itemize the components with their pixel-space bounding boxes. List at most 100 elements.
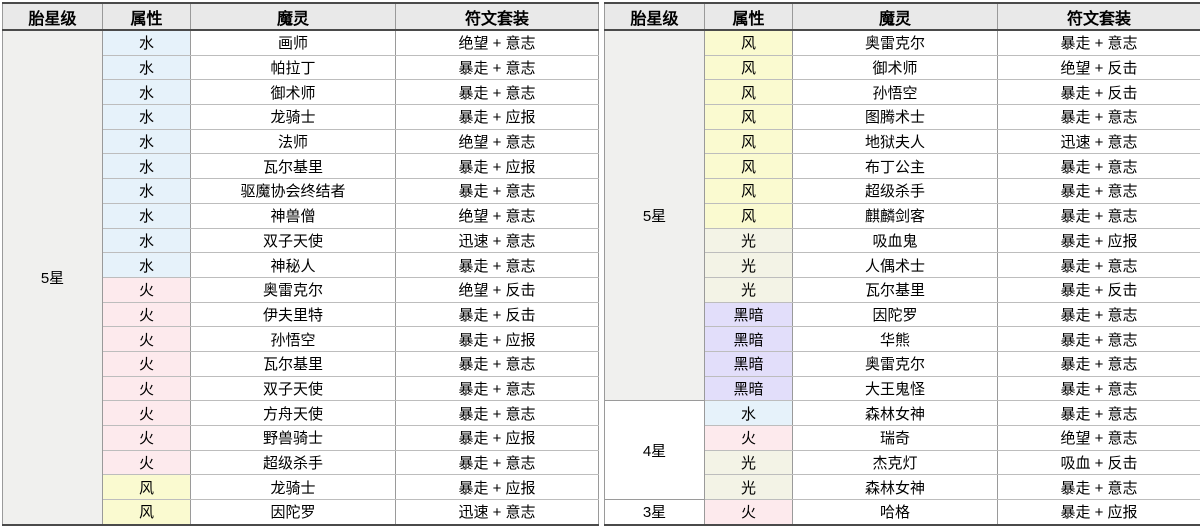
attribute-cell: 风 — [704, 79, 793, 106]
table-row: 风地狱夫人 迅速 + 意志 — [605, 128, 1200, 155]
attribute-cell: 水 — [704, 400, 793, 426]
runes-cell: 暴走 + 反击 — [997, 276, 1200, 303]
runes-cell: 暴走 + 应报 — [395, 153, 599, 180]
table-row: 黑暗 大王鬼怪 暴走 + 意志 — [605, 375, 1200, 402]
runes-cell: 迅速 + 意志 — [395, 499, 599, 526]
monster-cell: 孙悟空 — [190, 326, 396, 352]
monster-cell: 大王鬼怪 — [792, 375, 998, 402]
monster-cell: 御术师 — [190, 79, 396, 106]
monster-cell: 奥雷克尔 — [792, 350, 998, 377]
table-row: 水瓦尔基里 暴走 + 应报 — [3, 153, 599, 180]
table-row: 黑暗 华熊 暴走 + 意志 — [605, 326, 1200, 352]
runes-cell: 暴走 + 意志 — [395, 54, 599, 81]
table-header-left: 胎星级 属性 魔灵 符文套装 — [2, 3, 599, 31]
attribute-cell: 水 — [102, 79, 191, 106]
column-header-runes: 符文套装 — [997, 3, 1200, 31]
monster-cell: 瓦尔基里 — [190, 153, 396, 180]
monster-cell: 帕拉丁 — [190, 54, 396, 81]
attribute-cell: 光 — [704, 252, 793, 278]
runes-cell: 暴走 + 意志 — [395, 350, 599, 377]
monster-cell: 神秘人 — [190, 252, 396, 278]
header-row: 胎星级 属性 魔灵 符文套装 — [2, 3, 599, 31]
column-header-attribute: 属性 — [704, 3, 793, 31]
table-header-right: 胎星级 属性 魔灵 符文套装 — [604, 3, 1200, 31]
attribute-cell: 风 — [704, 202, 793, 229]
attribute-cell: 水 — [102, 202, 191, 229]
runes-cell: 暴走 + 应报 — [997, 227, 1200, 254]
attribute-cell: 火 — [102, 375, 191, 402]
attribute-cell: 风 — [704, 178, 793, 204]
column-header-star: 胎星级 — [604, 3, 705, 31]
runes-cell: 暴走 + 意志 — [997, 104, 1200, 130]
attribute-cell: 火 — [102, 400, 191, 426]
table-row: 风布丁公主 暴走 + 意志 — [605, 153, 1200, 180]
runes-cell: 暴走 + 意志 — [997, 29, 1200, 56]
monster-cell: 画师 — [190, 29, 396, 56]
table-row: 水神秘人 暴走 + 意志 — [3, 252, 599, 278]
star-level-cell: 5星 — [2, 29, 103, 526]
table-row: 水神兽僧 绝望 + 意志 — [3, 202, 599, 229]
runes-cell: 暴走 + 意志 — [395, 178, 599, 204]
runes-cell: 绝望 + 意志 — [395, 202, 599, 229]
monster-cell: 森林女神 — [792, 474, 998, 501]
monster-cell: 因陀罗 — [190, 499, 396, 526]
table-row: 水双子天使 迅速 + 意志 — [3, 227, 599, 254]
column-header-monster: 魔灵 — [792, 3, 998, 31]
runes-cell: 暴走 + 意志 — [395, 79, 599, 106]
rune-table-left: 胎星级 属性 魔灵 符文套装 5星水画师 绝望 + 意志水帕拉丁 暴走 + 意志水御… — [2, 2, 599, 526]
table-row: 火奥雷克尔 绝望 + 反击 — [3, 276, 599, 303]
runes-cell: 迅速 + 意志 — [395, 227, 599, 254]
runes-cell: 暴走 + 意志 — [395, 252, 599, 278]
rune-table-right: 胎星级 属性 魔灵 符文套装 5星风奥雷克尔 暴走 + 意志风御术师 绝望 + 反击… — [604, 2, 1200, 526]
header-row: 胎星级 属性 魔灵 符文套装 — [604, 3, 1200, 31]
monster-cell: 森林女神 — [792, 400, 998, 426]
monster-cell: 法师 — [190, 128, 396, 155]
table-row: 5星风奥雷克尔 暴走 + 意志 — [604, 29, 1200, 402]
table-row: 水龙骑士 暴走 + 应报 — [3, 104, 599, 130]
monster-cell: 瓦尔基里 — [190, 350, 396, 377]
monster-cell: 因陀罗 — [792, 301, 998, 328]
attribute-cell: 风 — [704, 54, 793, 81]
table-row: 光瓦尔基里 暴走 + 反击 — [605, 276, 1200, 303]
runes-cell: 暴走 + 意志 — [997, 301, 1200, 328]
monster-cell: 超级杀手 — [792, 178, 998, 204]
monster-cell: 孙悟空 — [792, 79, 998, 106]
runes-cell: 暴走 + 应报 — [395, 474, 599, 501]
monster-cell: 麒麟剑客 — [792, 202, 998, 229]
monster-cell: 双子天使 — [190, 227, 396, 254]
attribute-cell: 光 — [704, 474, 793, 501]
monster-cell: 华熊 — [792, 326, 998, 352]
table-row: 火伊夫里特 暴走 + 反击 — [3, 301, 599, 328]
star-level-cell: 3星 — [604, 499, 705, 526]
runes-cell: 暴走 + 反击 — [997, 79, 1200, 106]
table-row: 风孙悟空 暴走 + 反击 — [605, 79, 1200, 106]
attribute-cell: 黑暗 — [704, 301, 793, 328]
attribute-cell: 火 — [704, 425, 793, 451]
attribute-cell: 水 — [102, 29, 191, 56]
table-row: 黑暗 因陀罗 暴走 + 意志 — [605, 301, 1200, 328]
attribute-cell: 黑暗 — [704, 375, 793, 402]
attribute-cell: 水 — [102, 54, 191, 81]
runes-cell: 暴走 + 意志 — [997, 400, 1200, 426]
runes-cell: 绝望 + 意志 — [997, 425, 1200, 451]
attribute-cell: 光 — [704, 449, 793, 476]
star-level-cell: 4星 — [604, 400, 705, 501]
table-row: 风图腾术士 暴走 + 意志 — [605, 104, 1200, 130]
attribute-cell: 水 — [102, 178, 191, 204]
attribute-cell: 火 — [102, 449, 191, 476]
table-row: 水御术师 暴走 + 意志 — [3, 79, 599, 106]
table-row: 光人偶术士 暴走 + 意志 — [605, 252, 1200, 278]
table-row: 光吸血鬼 暴走 + 应报 — [605, 227, 1200, 254]
table-row: 风超级杀手 暴走 + 意志 — [605, 178, 1200, 204]
attribute-cell: 风 — [102, 474, 191, 501]
runes-cell: 暴走 + 应报 — [395, 425, 599, 451]
runes-cell: 暴走 + 意志 — [395, 449, 599, 476]
runes-cell: 暴走 + 意志 — [997, 178, 1200, 204]
monster-cell: 图腾术士 — [792, 104, 998, 130]
runes-cell: 绝望 + 反击 — [395, 276, 599, 303]
table-row: 水帕拉丁 暴走 + 意志 — [3, 54, 599, 81]
attribute-cell: 火 — [704, 499, 793, 526]
monster-cell: 方舟天使 — [190, 400, 396, 426]
table-row: 火野兽骑士 暴走 + 应报 — [3, 425, 599, 451]
runes-cell: 暴走 + 反击 — [395, 301, 599, 328]
